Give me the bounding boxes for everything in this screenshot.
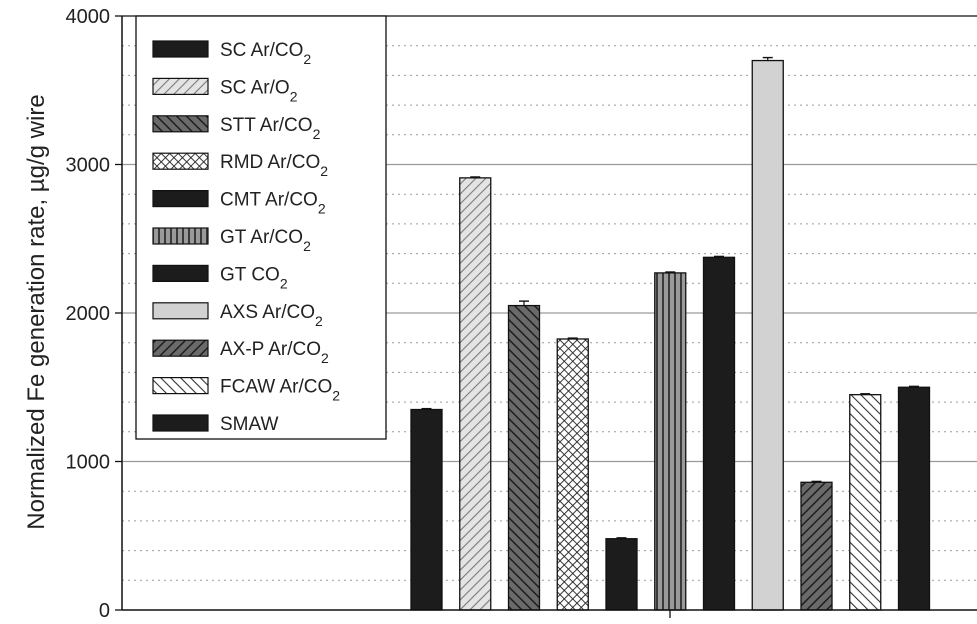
bar-11: [897, 386, 931, 611]
y-tick-labels: 0 1000 2000 3000 4000: [66, 6, 111, 622]
y-tick-label: 0: [99, 600, 110, 622]
bar-5: [605, 538, 638, 611]
y-tick-label: 4000: [66, 6, 111, 28]
bar-1: [410, 408, 443, 611]
legend-label-4: RMD Ar/CO2: [220, 152, 328, 179]
bar-3: [507, 304, 541, 611]
legend-label-8: AXS Ar/CO2: [220, 302, 323, 329]
bar-6: [654, 272, 687, 611]
legend-label-5: CMT Ar/CO2: [220, 190, 326, 217]
bars-group: [410, 56, 931, 611]
legend-label-11: SMAW: [220, 414, 278, 435]
y-tick-label: 2000: [66, 303, 111, 325]
bar-8: [751, 59, 784, 611]
legend-label-7: GT CO2: [220, 264, 288, 291]
legend-swatch-10: [152, 377, 209, 395]
legend-label-1: SC Ar/CO2: [220, 40, 311, 67]
legend-label-10: FCAW Ar/CO2: [220, 377, 340, 404]
legend-swatch-4: [152, 152, 209, 170]
bar-2: [459, 177, 492, 611]
legend-swatch-1: [152, 40, 209, 58]
legend-swatch-8: [152, 302, 209, 320]
legend: SC Ar/CO2 SC Ar/O2 STT Ar/CO2 RMD Ar/CO2 CMT…: [135, 15, 387, 440]
legend-swatch-9: [152, 339, 209, 357]
legend-label-9: AX-P Ar/CO2: [220, 339, 329, 366]
legend-swatch-6: [152, 227, 209, 245]
y-tick-label: 1000: [66, 452, 111, 474]
legend-swatch-3: [152, 115, 209, 133]
legend-label-2: SC Ar/O2: [220, 77, 298, 104]
y-tick-label: 3000: [66, 155, 111, 177]
bar-4: [556, 338, 589, 611]
legend-label-3: STT Ar/CO2: [220, 115, 321, 142]
bar-10: [849, 394, 882, 611]
legend-swatch-11: [152, 414, 209, 432]
bar-7: [702, 256, 736, 611]
bar-9: [800, 481, 833, 611]
legend-label-6: GT Ar/CO2: [220, 227, 311, 254]
y-axis-label: Normalized Fe generation rate, µg/g wire: [23, 94, 50, 529]
legend-swatch-5: [152, 190, 209, 208]
legend-swatch-2: [152, 77, 209, 96]
legend-swatch-7: [152, 264, 209, 282]
